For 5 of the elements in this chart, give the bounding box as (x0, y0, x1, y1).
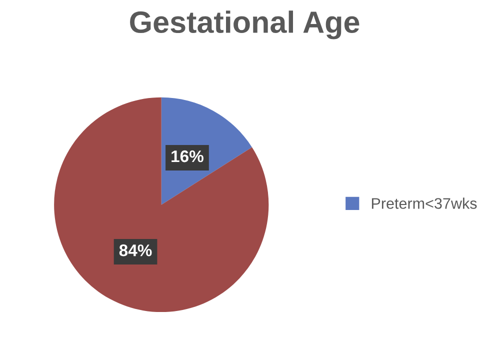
data-label: 84% (119, 244, 152, 256)
legend-label: Preterm<37wks (372, 198, 477, 209)
pie-slice (54, 97, 269, 312)
data-label: 16% (172, 150, 204, 162)
chart-title: Gestational Age (130, 10, 360, 40)
